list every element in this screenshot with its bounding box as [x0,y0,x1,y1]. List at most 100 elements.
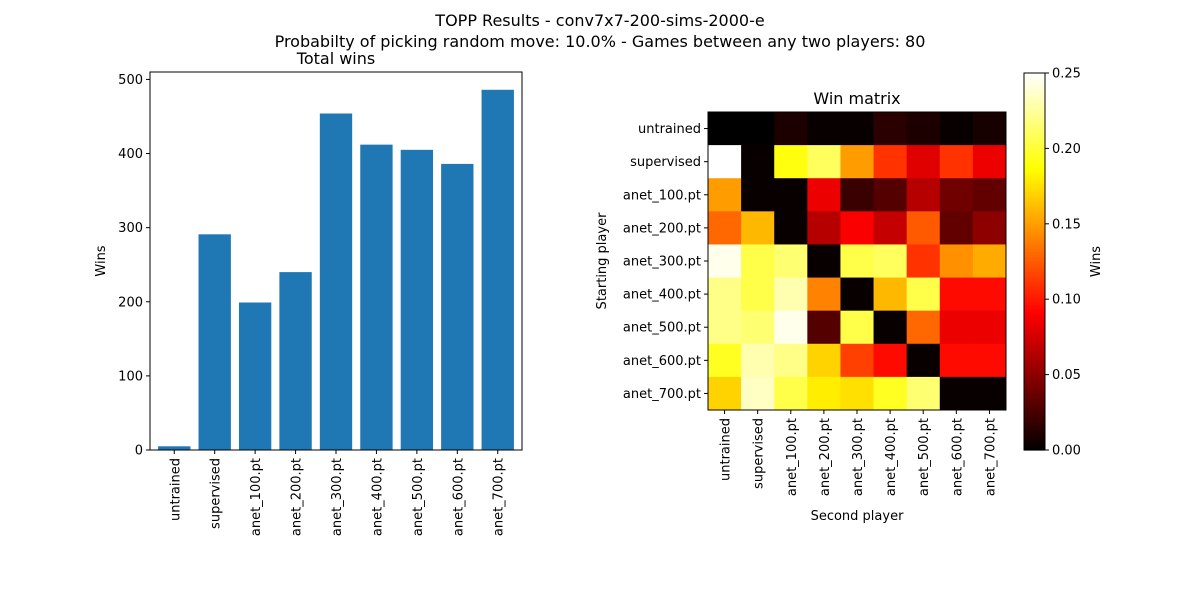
colorbar-segment [1024,186,1045,190]
colorbar-segment [1024,196,1045,200]
heatmap-cell [840,343,875,378]
colorbar-segment [1024,319,1045,323]
y-tick-label: 200 [118,295,143,310]
heatmap-cell [774,244,808,279]
colorbar-segment [1024,93,1045,97]
x-tick-label: untrained [168,458,183,521]
colorbar-segment [1024,377,1045,381]
colorbar-segment [1024,178,1045,182]
heatmap-cell [840,277,875,312]
colorbar-segment [1024,341,1045,346]
heatmap-cell [774,376,808,411]
colorbar-segment [1024,226,1045,230]
bar [319,113,353,450]
colorbar-segment [1024,372,1045,376]
colorbar-segment [1024,113,1045,117]
colorbar-segment [1024,125,1045,129]
heatmap-cell [741,343,775,378]
colorbar-segment [1024,314,1045,318]
y-axis-label: Starting player [595,212,610,310]
colorbar-segment [1024,344,1045,348]
heatmap-cell [972,211,1007,245]
bar [400,149,434,450]
y-tick-label: anet_700.pt [623,387,701,402]
colorbar-tick-label: 0.05 [1052,368,1081,383]
colorbar-segment [1024,246,1045,250]
heatmap-cell [939,211,974,245]
x-tick-label: anet_200.pt [818,418,833,496]
colorbar-segment [1024,439,1045,444]
colorbar-segment [1024,128,1045,132]
colorbar-segment [1024,354,1045,358]
colorbar-segment [1024,369,1045,373]
colorbar-segment [1024,339,1045,343]
heatmap-cell [939,277,974,312]
colorbar-tick-label: 0.10 [1052,293,1081,308]
colorbar-segment [1024,326,1045,330]
colorbar-segment [1024,409,1045,413]
colorbar-segment [1024,374,1045,378]
colorbar-segment [1024,148,1045,152]
colorbar-tick-label: 0.20 [1052,142,1081,157]
colorbar-segment [1024,130,1045,134]
bar [238,302,272,450]
colorbar-segment [1024,231,1045,235]
colorbar-segment [1024,359,1045,363]
heatmap-cell [873,310,908,345]
colorbar-segment [1024,248,1045,253]
colorbar-segment [1024,80,1045,84]
y-tick-label: anet_500.pt [623,321,701,336]
y-tick-label: 300 [118,221,143,236]
heatmap-cell [939,310,974,345]
figure-title: TOPP Results - conv7x7-200-sims-2000-e [434,11,764,30]
heatmap-cell [906,178,941,212]
heatmap-cell [840,145,875,179]
colorbar-segment [1024,264,1045,268]
colorbar-segment [1024,364,1045,368]
colorbar-segment [1024,118,1045,122]
colorbar-segment [1024,266,1045,270]
colorbar-segment [1024,279,1045,283]
colorbar-segment [1024,236,1045,240]
heatmap-cell [807,178,841,212]
colorbar-segment [1024,442,1045,446]
colorbar-segment [1024,208,1045,212]
colorbar-segment [1024,402,1045,406]
bar-chart: Total wins untrained supervised anet_100.pt… [94,49,523,536]
heatmap-cell [774,343,808,378]
colorbar-segment [1024,160,1045,165]
colorbar-segment [1024,357,1045,361]
colorbar-segment [1024,123,1045,127]
y-tick-label: anet_100.pt [623,188,701,203]
colorbar-segment [1024,412,1045,416]
colorbar-segment [1024,135,1045,139]
bar [158,446,191,450]
colorbar-segment [1024,289,1045,293]
bar [441,163,474,450]
heatmap-cell [906,145,941,179]
y-axis-label: Wins [94,245,109,276]
colorbar-segment [1024,85,1045,89]
colorbar-segment [1024,434,1045,439]
colorbar-segment [1024,394,1045,398]
heatmap-cell [873,244,908,279]
heatmap-title: Win matrix [813,89,900,108]
colorbar-segment [1024,198,1045,202]
colorbar-segment [1024,261,1045,265]
heatmap-cell [972,310,1007,345]
heatmap-cell [807,145,841,179]
colorbar-segment [1024,201,1045,205]
colorbar-segment [1024,173,1045,177]
heatmap-cell [972,145,1007,179]
colorbar-segment [1024,140,1045,144]
colorbar-segment [1024,316,1045,320]
heatmap-cell [906,376,941,411]
x-tick-label: supervised [209,458,224,529]
colorbar-segment [1024,269,1045,273]
colorbar-segment [1024,334,1045,338]
colorbar-segment [1024,346,1045,351]
colorbar-segment [1024,419,1045,423]
x-tick-label: anet_700.pt [983,418,998,496]
colorbar-segment [1024,404,1045,408]
y-tick-label: anet_600.pt [623,354,701,369]
